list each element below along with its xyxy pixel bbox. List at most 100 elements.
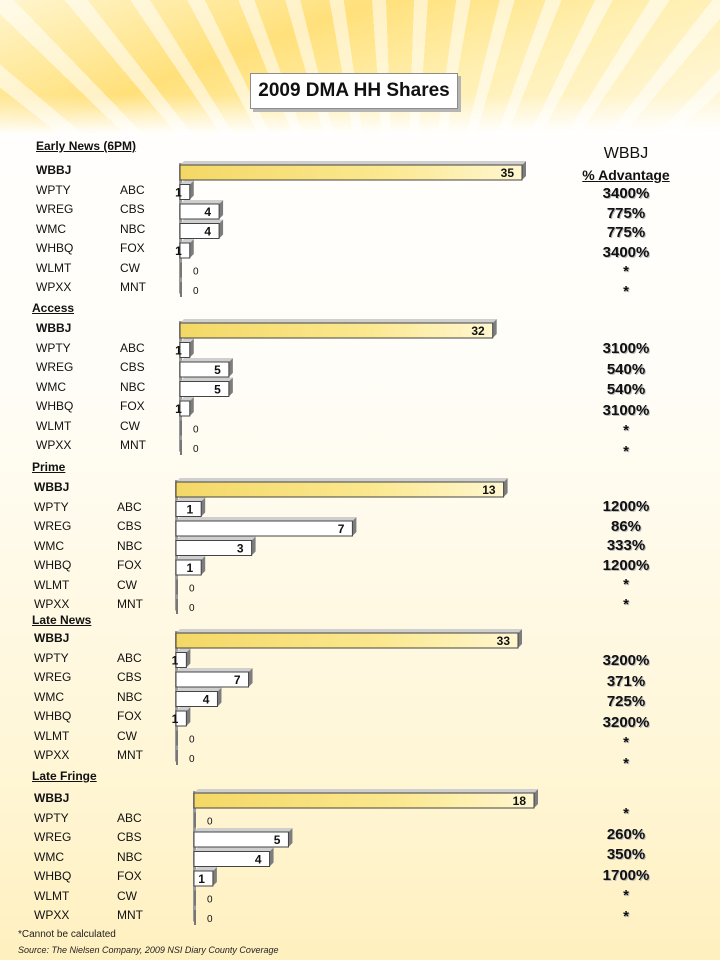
bar-mark: 0 <box>194 890 213 906</box>
advantage-value: 1200% <box>602 556 650 574</box>
bar-value-label: 1 <box>198 872 205 886</box>
bar-value-label: 13 <box>482 483 496 497</box>
advantage-value: 3100% <box>602 401 650 419</box>
bar-mark: 35 <box>179 161 526 181</box>
bar-mark: 0 <box>176 730 195 746</box>
advantage-header-label: % Advantage <box>582 167 670 183</box>
bar-mark: 0 <box>176 750 195 765</box>
bar-value-label: 4 <box>203 693 210 707</box>
station-label: WMC <box>36 221 66 236</box>
bar-mark: 13 <box>175 478 508 498</box>
station-label: WBBJ <box>34 631 70 645</box>
network-label: FOX <box>117 869 142 883</box>
station-label: WLMT <box>34 888 70 903</box>
station-label: WPTY <box>34 650 69 665</box>
bar-mark: 0 <box>176 579 195 595</box>
bar-mark: 1 <box>175 338 194 358</box>
bar-mark: 4 <box>179 219 224 239</box>
source-note: Source: The Nielsen Company, 2009 NSI Di… <box>18 945 279 955</box>
bar-value-label: 0 <box>193 286 199 297</box>
bar-mark: 32 <box>179 319 497 339</box>
network-label: MNT <box>117 908 143 922</box>
bar-value-label: 5 <box>214 363 221 377</box>
advantage-value: 3400% <box>602 185 650 202</box>
bar-value-label: 1 <box>175 402 182 416</box>
network-label: CW <box>117 728 137 743</box>
station-label: WHBQ <box>36 241 74 255</box>
station-label: WBBJ <box>36 163 72 177</box>
network-label: ABC <box>117 810 142 825</box>
network-label: FOX <box>117 558 142 572</box>
advantage-value: 540% <box>606 381 646 398</box>
advantage-value: * <box>623 754 629 772</box>
bar-value-label: 7 <box>234 673 241 687</box>
advantage-value: * <box>623 576 629 593</box>
bar-value-label: 0 <box>207 914 213 925</box>
bar-mark: 0 <box>180 262 199 278</box>
network-label: MNT <box>120 280 146 294</box>
network-label: MNT <box>117 748 143 762</box>
daypart-label: Access <box>32 301 75 315</box>
bar-mark: 1 <box>175 180 194 200</box>
daypart-label: Prime <box>32 460 66 474</box>
advantage-header-station: WBBJ <box>603 145 649 162</box>
station-label: WREG <box>34 830 72 844</box>
station-label: WLMT <box>34 577 70 592</box>
station-label: WLMT <box>34 728 70 743</box>
advantage-value: * <box>623 595 629 613</box>
network-label: NBC <box>117 689 143 704</box>
bar-mark: 4 <box>179 200 224 220</box>
bar-value-label: 1 <box>187 503 194 517</box>
network-label: CW <box>120 260 140 275</box>
advantage-value: 1200% <box>602 498 650 515</box>
bar-value-label: 1 <box>175 186 182 200</box>
bar-mark: 5 <box>193 828 293 848</box>
bar-mark: 0 <box>180 440 199 455</box>
advantage-value: 775% <box>606 224 646 241</box>
bar-mark: 4 <box>193 847 274 867</box>
station-label: WPXX <box>34 908 70 922</box>
bar-mark: 1 <box>175 397 194 417</box>
station-label: WHBQ <box>34 558 72 572</box>
bar-value-label: 3 <box>237 542 244 556</box>
network-label: CBS <box>117 830 142 844</box>
advantage-value: 540% <box>606 360 646 378</box>
advantage-value: 260% <box>606 825 646 843</box>
advantage-value: 725% <box>606 693 646 710</box>
station-label: WBBJ <box>34 480 70 494</box>
advantage-value: * <box>623 805 629 822</box>
network-label: NBC <box>117 849 143 864</box>
bar-value-label: 0 <box>189 603 195 614</box>
bar-mark: 1 <box>175 497 206 517</box>
bar-mark: 1 <box>175 556 206 576</box>
bar-value-label: 4 <box>204 225 211 239</box>
station-label: WPTY <box>34 499 69 514</box>
network-label: ABC <box>120 340 145 355</box>
bar-mark: 7 <box>175 668 253 688</box>
header-background <box>0 0 720 135</box>
advantage-value: * <box>623 887 629 904</box>
bar-value-label: 4 <box>255 853 262 867</box>
advantage-value: 3200% <box>602 652 650 669</box>
bar-value-label: 7 <box>338 522 345 536</box>
network-label: CW <box>117 577 137 592</box>
page-title: 2009 DMA HH Shares <box>250 73 458 109</box>
advantage-value: 1700% <box>602 866 650 884</box>
station-label: WBBJ <box>36 321 72 335</box>
bar-value-label: 18 <box>513 794 527 808</box>
bar-mark: 1 <box>172 707 191 727</box>
bar-value-label: 4 <box>204 205 211 219</box>
bar-value-label: 1 <box>175 244 182 258</box>
bar-value-label: 1 <box>175 344 182 358</box>
network-label: FOX <box>120 241 145 255</box>
bar-value-label: 0 <box>207 817 213 828</box>
bar-value-label: 32 <box>471 324 485 338</box>
network-label: CBS <box>117 670 142 684</box>
bar-value-label: 0 <box>189 584 195 595</box>
daypart-label: Late Fringe <box>32 769 97 783</box>
advantage-value: 3400% <box>602 243 650 261</box>
bar-mark: 1 <box>172 648 191 668</box>
station-label: WPTY <box>36 182 71 197</box>
bar-value-label: 5 <box>274 833 281 847</box>
network-label: ABC <box>120 182 145 197</box>
